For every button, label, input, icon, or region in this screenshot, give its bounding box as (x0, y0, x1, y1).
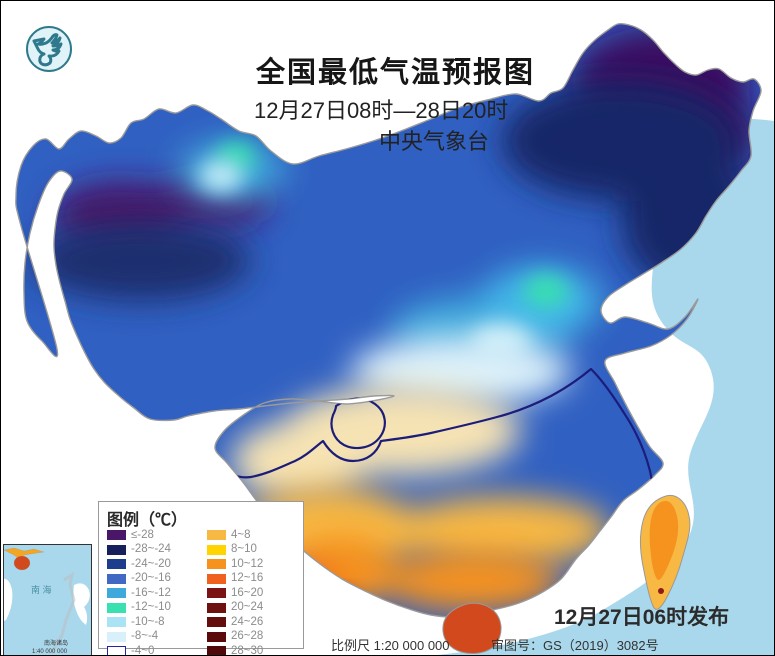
svg-text:1:40 000 000: 1:40 000 000 (32, 649, 68, 655)
svg-text:南海诸岛: 南海诸岛 (44, 639, 68, 647)
svg-text:南 海: 南 海 (31, 584, 52, 595)
